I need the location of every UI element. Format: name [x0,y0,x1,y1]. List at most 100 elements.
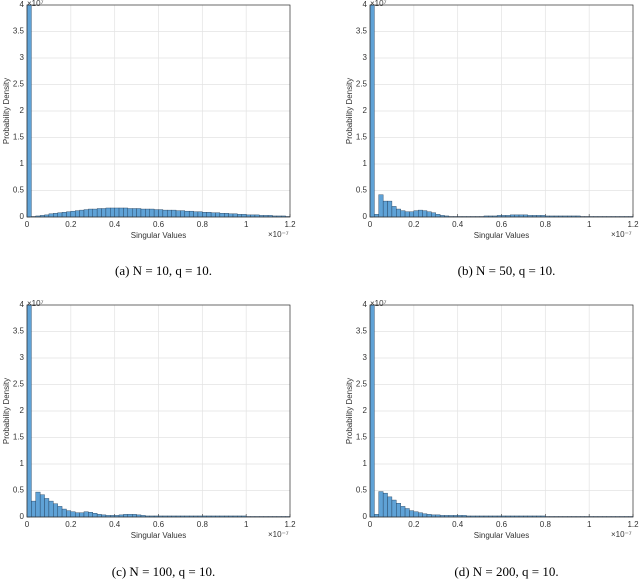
x-tick-label: 1.2 [627,220,639,229]
x-tick-label: 0.4 [109,520,121,529]
bar [418,209,423,218]
bar [61,508,67,518]
x-tick-label: 0.4 [452,220,464,229]
y-tick-label: 0.5 [356,486,368,495]
x-axis-label: Singular Values [131,231,186,240]
bar [396,503,401,518]
bar [127,208,133,218]
bar [123,207,129,218]
bar [123,514,129,518]
y-tick-label: 2 [20,406,25,415]
bar [88,208,93,218]
bar [387,200,393,218]
bar [57,506,63,518]
x-axis-label: Singular Values [474,231,529,240]
bar [400,506,406,518]
bar [158,209,164,218]
bar [92,513,98,518]
bar [387,496,393,518]
bar [48,213,54,218]
x-tick-label: 1 [587,220,592,229]
y-axis-label: Probability Density [345,78,354,144]
x-tick-label: 0.8 [540,520,552,529]
y-tick-label: 0 [363,212,368,221]
bar [131,208,137,218]
x-exponent: ×10⁻⁷ [268,530,289,539]
x-axis-label: Singular Values [131,531,186,540]
y-tick-label: 3.5 [13,27,25,36]
bar [39,494,45,518]
y-tick-label: 3 [20,353,25,362]
axes-box [26,4,291,218]
y-axis-label: Probability Density [2,78,11,144]
bar [53,503,58,518]
y-tick-label: 4 [20,300,25,309]
bar [26,4,32,218]
bar [241,214,247,218]
bar [435,214,441,218]
x-exponent: ×10⁻⁷ [268,230,289,239]
bar [422,513,428,518]
x-tick-label: 0 [25,520,30,529]
caption: (b) N = 50, q = 10. [458,263,556,278]
y-tick-label: 2.5 [356,380,368,389]
bar [175,210,181,218]
bar [96,208,102,218]
bar [413,210,419,218]
bar [118,207,124,218]
y-tick-label: 3.5 [356,27,368,36]
x-tick-label: 1.2 [284,520,296,529]
bar [369,304,375,518]
x-tick-label: 0.2 [65,520,77,529]
bar [396,208,401,218]
y-tick-label: 2.5 [13,80,25,89]
bar [53,213,58,218]
bar [66,211,72,218]
x-tick-label: 0.8 [540,220,552,229]
y-tick-label: 2 [363,106,368,115]
x-tick-label: 1 [244,220,249,229]
bar [228,213,234,218]
x-tick-label: 0.6 [153,520,165,529]
bar [404,211,410,218]
bar [378,491,384,518]
bar [180,210,186,218]
x-exponent: ×10⁻⁷ [611,230,632,239]
bar [70,210,76,218]
y-exponent: ×10⁷ [27,299,44,308]
bar [92,208,98,218]
y-tick-label: 1 [20,459,25,468]
bar [66,510,72,518]
x-tick-label: 0.8 [197,520,209,529]
x-tick-label: 1.2 [284,220,296,229]
y-tick-label: 0.5 [13,186,25,195]
bar [409,211,415,218]
caption: (c) N = 100, q = 10. [112,564,215,579]
bar [105,207,111,218]
y-axis-label: Probability Density [2,378,11,444]
bar [206,212,212,218]
bar [224,213,229,218]
y-tick-label: 0 [20,512,25,521]
bar [413,511,419,518]
bar [79,512,85,518]
x-tick-label: 0 [368,520,373,529]
y-tick-label: 0 [363,512,368,521]
bar [215,212,221,218]
x-tick-label: 1.2 [627,520,639,529]
bar [391,206,397,218]
bar [61,212,67,218]
y-tick-label: 1 [20,159,25,168]
x-tick-label: 0.6 [496,520,508,529]
x-tick-label: 0.2 [408,520,420,529]
bar [83,209,89,218]
bar [369,4,375,218]
caption: (d) N = 200, q = 10. [454,564,558,579]
y-tick-label: 4 [363,300,368,309]
y-exponent: ×10⁷ [370,299,387,308]
bar [127,514,133,518]
y-tick-label: 2 [363,406,368,415]
y-tick-label: 3.5 [13,327,25,336]
bar [75,512,80,518]
bar [431,212,436,218]
